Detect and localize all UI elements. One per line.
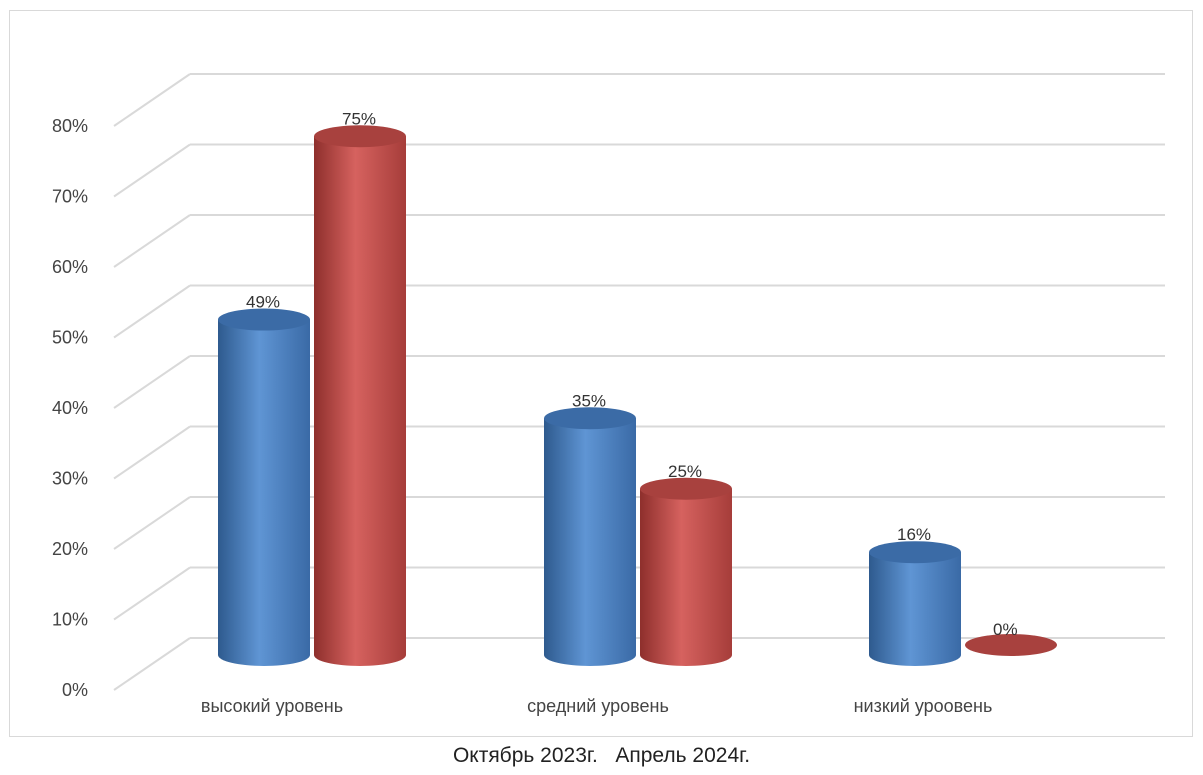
bar-0-2 bbox=[869, 541, 961, 666]
gridline-diagonal bbox=[113, 73, 191, 127]
y-tick-label: 20% bbox=[52, 539, 88, 559]
gridline-diagonal bbox=[113, 566, 191, 621]
bar-top bbox=[869, 541, 961, 564]
bar-top bbox=[965, 634, 1057, 656]
data-label: 16% bbox=[897, 525, 931, 544]
data-label: 35% bbox=[572, 391, 606, 410]
y-tick-label: 30% bbox=[52, 469, 88, 489]
bar-1-0 bbox=[314, 125, 406, 666]
gridline-diagonal bbox=[113, 284, 191, 339]
data-label: 0% bbox=[993, 620, 1018, 639]
bar-top bbox=[544, 407, 636, 430]
y-tick-label: 60% bbox=[52, 257, 88, 277]
category-label: средний уровень bbox=[527, 696, 669, 716]
data-label: 75% bbox=[342, 109, 376, 128]
legend-item-april-2024: Апрель 2024г. bbox=[615, 744, 751, 767]
y-tick-label: 70% bbox=[52, 187, 88, 207]
bar-body bbox=[544, 418, 636, 666]
bar-1-2 bbox=[965, 634, 1057, 656]
category-label: высокий уровень bbox=[201, 696, 343, 716]
data-label: 25% bbox=[668, 462, 702, 481]
bar-top bbox=[640, 477, 732, 500]
y-tick-label: 80% bbox=[52, 116, 88, 136]
legend: Октябрь 2023г. Апрель 2024г. bbox=[0, 744, 1203, 768]
gridline-diagonal bbox=[113, 425, 191, 480]
y-tick-label: 40% bbox=[52, 398, 88, 418]
bar-body bbox=[314, 136, 406, 666]
bar-body bbox=[640, 488, 732, 666]
data-label: 49% bbox=[246, 293, 280, 312]
y-tick-label: 50% bbox=[52, 328, 88, 348]
gridline-diagonal bbox=[113, 496, 191, 550]
bar-top bbox=[314, 125, 406, 148]
gridline-diagonal bbox=[113, 214, 191, 268]
category-label: низкий уроовень bbox=[854, 696, 993, 716]
bar-body bbox=[869, 552, 961, 666]
gridline-diagonal bbox=[113, 143, 191, 198]
bar-0-1 bbox=[544, 407, 636, 666]
bar-1-1 bbox=[640, 477, 732, 666]
gridline-diagonal bbox=[113, 355, 191, 409]
y-tick-label: 10% bbox=[52, 610, 88, 630]
bar-body bbox=[218, 319, 310, 666]
y-tick-label: 0% bbox=[62, 680, 88, 700]
bar-0-0 bbox=[218, 308, 310, 666]
bar-top bbox=[218, 308, 310, 331]
gridline-diagonal bbox=[113, 637, 191, 691]
legend-item-october-2023: Октябрь 2023г. bbox=[452, 744, 598, 767]
